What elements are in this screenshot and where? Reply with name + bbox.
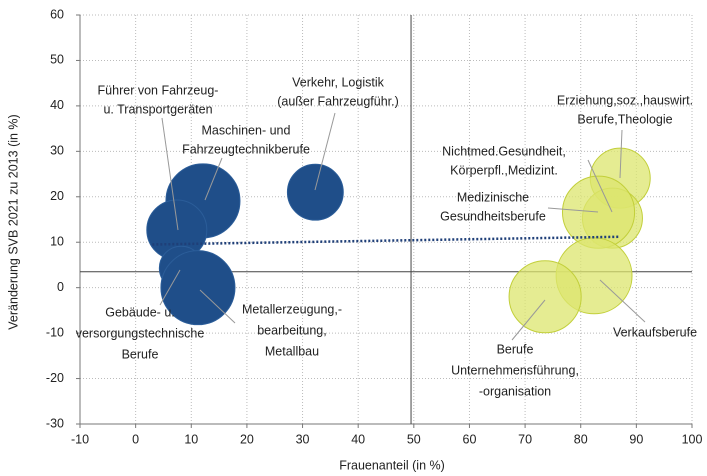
bubble-label: Metallerzeugung,- <box>242 302 342 316</box>
bubble-label: Verkaufsberufe <box>613 325 697 339</box>
x-tick-label: 90 <box>629 432 643 446</box>
y-tick-label: -20 <box>46 371 64 385</box>
bubble <box>286 163 344 221</box>
y-tick-label: 20 <box>50 189 64 203</box>
x-axis-title: Frauenanteil (in %) <box>339 458 445 472</box>
bubble <box>508 260 582 334</box>
x-tick-label: -10 <box>71 432 89 446</box>
bubble-label: Berufe <box>497 342 534 356</box>
bubble-label: u. Transportgeräten <box>103 102 212 116</box>
y-tick-label: -30 <box>46 416 64 430</box>
bubble-label: versorgungstechnische <box>76 326 205 340</box>
x-tick-label: 60 <box>463 432 477 446</box>
leader-line <box>547 207 599 213</box>
bubble-label: Verkehr, Logistik <box>292 75 384 89</box>
leader-line <box>314 112 336 191</box>
bubble-label: Fahrzeugtechnikberufe <box>182 142 310 156</box>
y-tick-label: 50 <box>50 53 64 67</box>
y-tick-label: -10 <box>46 325 64 339</box>
leader-line <box>587 159 613 213</box>
bubble-label: Gesundheitsberufe <box>440 209 546 223</box>
leader-line <box>159 269 181 306</box>
x-tick-label: 100 <box>682 432 703 446</box>
bubble-label: -organisation <box>479 384 551 398</box>
trendline <box>152 235 620 246</box>
leader-line <box>599 279 646 323</box>
bubble-label: Führer von Fahrzeug- <box>98 83 219 97</box>
bubble-label: Körperpfl.,Medizint. <box>450 163 558 177</box>
x-tick-label: 80 <box>574 432 588 446</box>
y-axis-title: Veränderung SVB 2021 zu 2013 (in %) <box>6 114 20 329</box>
bubble-label: (außer Fahrzeugführ.) <box>277 94 399 108</box>
bubble-label: Medizinische <box>457 190 529 204</box>
bubble-label: Berufe,Theologie <box>577 112 672 126</box>
bubble-label: Gebäude- u. <box>105 305 175 319</box>
leader-line <box>204 157 223 201</box>
x-tick-label: 40 <box>351 432 365 446</box>
leader-line <box>199 289 236 324</box>
x-tick-label: 0 <box>132 432 139 446</box>
leader-line <box>511 299 546 341</box>
x-tick-label: 70 <box>518 432 532 446</box>
y-tick-label: 10 <box>50 235 64 249</box>
y-tick-label: 30 <box>50 144 64 158</box>
x-tick-label: 10 <box>184 432 198 446</box>
y-tick-label: 40 <box>50 98 64 112</box>
bubble-label: Maschinen- und <box>202 123 291 137</box>
y-tick-label: 0 <box>57 280 64 294</box>
leader-line <box>161 117 179 231</box>
y-tick-label: 60 <box>50 7 64 21</box>
bubble-label: Berufe <box>122 347 159 361</box>
bubble-label: bearbeitung, <box>257 323 327 337</box>
x-tick-label: 20 <box>240 432 254 446</box>
leader-line <box>619 129 623 179</box>
bubble-label: Erziehung,soz.,hauswirt. <box>557 93 693 107</box>
bubble-label: Nichtmed.Gesundheit, <box>442 144 566 158</box>
x-tick-label: 50 <box>407 432 421 446</box>
bubble-label: Unternehmensführung, <box>451 363 579 377</box>
bubble-label: Metallbau <box>265 344 319 358</box>
x-tick-label: 30 <box>296 432 310 446</box>
